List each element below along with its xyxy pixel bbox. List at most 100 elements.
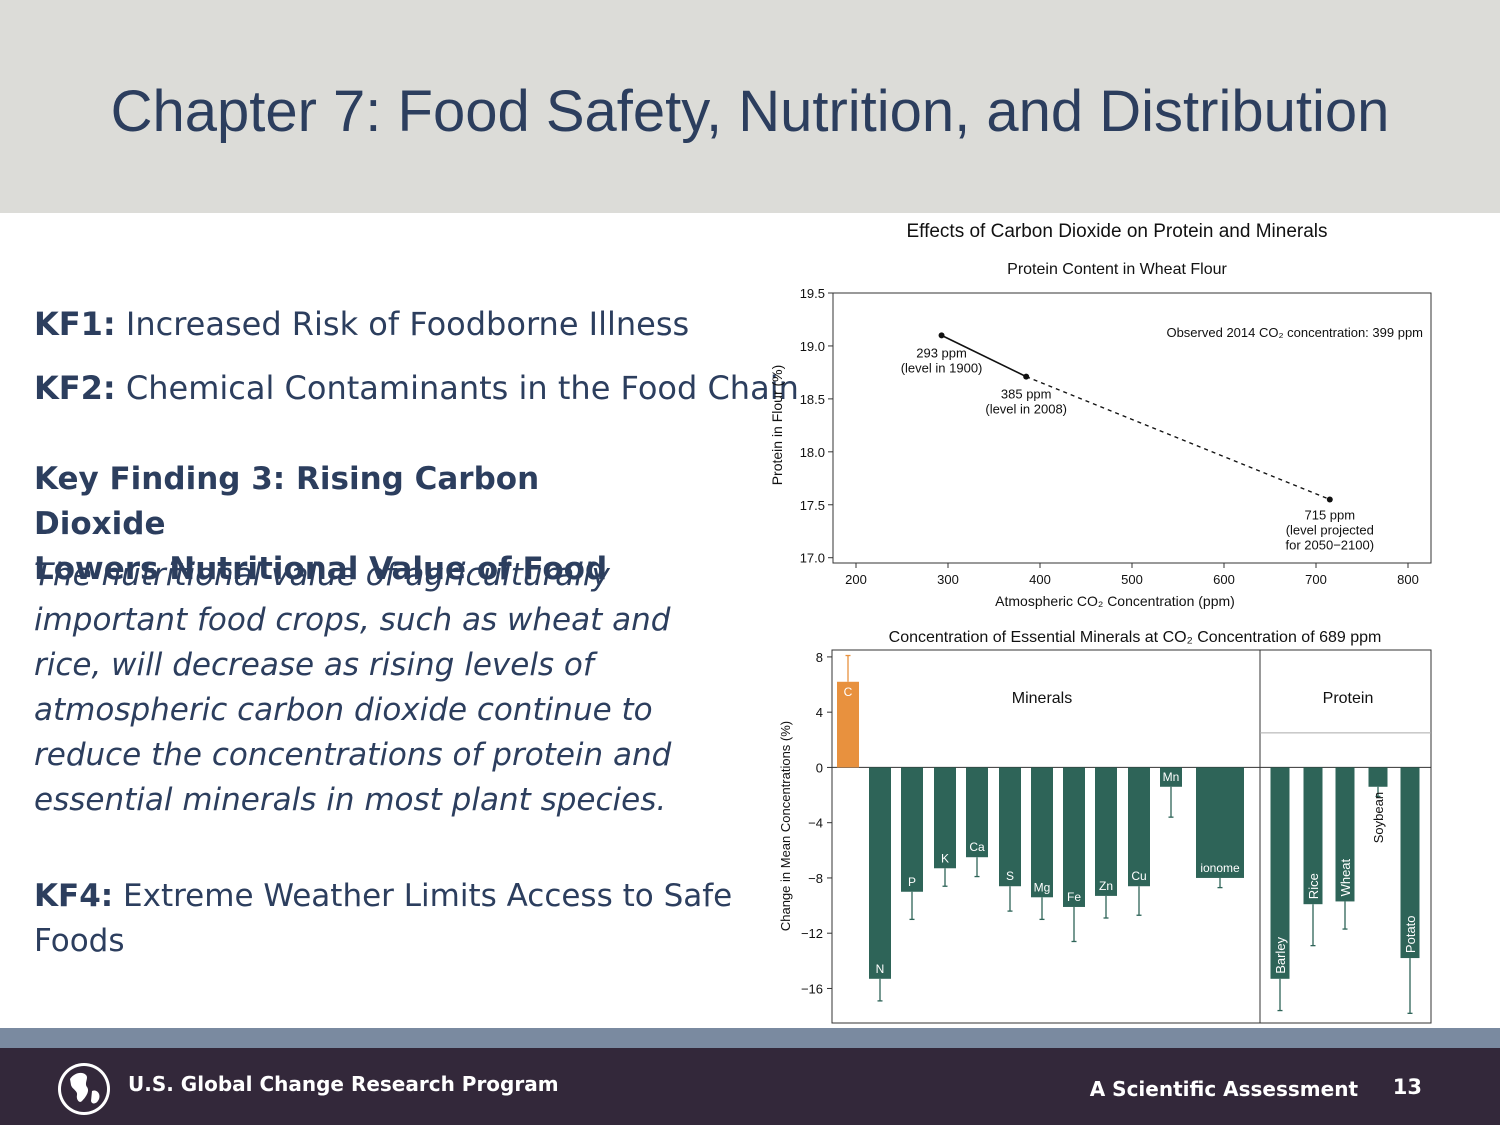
footer-bar: [0, 1048, 1500, 1125]
bar-barley: [1270, 767, 1290, 979]
bar-y-tick-label: 0: [816, 760, 823, 775]
scatter-y-tick-label: 19.0: [800, 339, 825, 354]
bar-label-barley: Barley: [1273, 936, 1288, 973]
group-label-minerals: Minerals: [1012, 690, 1072, 707]
scatter-point-label: 293 ppm: [916, 345, 967, 360]
bar-y-tick-label: 4: [816, 705, 823, 720]
kf3-heading-line2: Lowers Nutritional Value of Food: [34, 551, 608, 587]
bar-y-tick-label: −4: [808, 816, 823, 831]
scatter-x-tick-label: 300: [937, 572, 959, 587]
bar-n: [869, 767, 891, 979]
kf1-label: KF1:: [34, 305, 116, 343]
scatter-x-tick-label: 600: [1213, 572, 1235, 587]
bar-p: [901, 767, 923, 892]
bar-label-ca: Ca: [969, 840, 985, 854]
scatter-x-tick-label: 700: [1305, 572, 1327, 587]
bar-label-s: S: [1006, 869, 1014, 883]
bar-label-mn: Mn: [1163, 770, 1180, 784]
bar-label-potato: Potato: [1403, 915, 1418, 953]
bar-y-tick-label: −8: [808, 871, 823, 886]
bar-label-n: N: [876, 962, 885, 976]
scatter-point-label: (level in 1900): [901, 360, 983, 375]
bar-potato: [1400, 767, 1420, 959]
bar-title: Concentration of Essential Minerals at C…: [889, 629, 1382, 646]
kf4-label: KF4:: [34, 878, 114, 914]
bar-plot-frame: [831, 649, 1432, 1024]
group-label-protein: Protein: [1323, 690, 1374, 707]
title-banner: [0, 0, 1500, 213]
key-finding-1: KF1: Increased Risk of Foodborne Illness: [34, 305, 689, 343]
scatter-point-label: for 2050−2100): [1286, 537, 1375, 552]
scatter-y-tick-label: 17.0: [800, 551, 825, 566]
scatter-point: [1023, 373, 1030, 380]
bar-label-zn: Zn: [1099, 879, 1113, 893]
figure-title: Effects of Carbon Dioxide on Protein and…: [906, 221, 1327, 242]
bar-cu: [1128, 767, 1150, 887]
bar-label-wheat: Wheat: [1338, 858, 1353, 896]
footer-stripe: [0, 1028, 1500, 1048]
scatter-point-label: 385 ppm: [1001, 387, 1052, 402]
scatter-title: Protein Content in Wheat Flour: [1007, 261, 1227, 278]
bar-y-axis-label: Change in Mean Concentrations (%): [778, 721, 793, 931]
bars: C N P K Ca S Mg Fe Zn Cu Mn ionome Barley Rice Wheat So…: [837, 654, 1420, 1014]
co2-effects-figure: Effects of Carbon Dioxide on Protein and…: [769, 221, 1432, 1024]
footer-org-name: U.S. Global Change Research Program: [128, 1072, 559, 1096]
bar-label-soybean: Soybean: [1371, 792, 1386, 843]
bar-label-k: K: [941, 851, 949, 865]
bar-ca: [966, 767, 988, 858]
bar-fe: [1063, 767, 1085, 907]
scatter-y-ticks: 17.0 17.5 18.0 18.5 19.0 19.5: [800, 286, 833, 566]
scatter-y-tick-label: 18.0: [800, 445, 825, 460]
kf4-text: Extreme Weather Limits Access to Safe Fo…: [34, 878, 733, 959]
kf2-text: Chemical Contaminants in the Food Chain: [125, 369, 799, 407]
bar-label-cu: Cu: [1131, 869, 1146, 883]
bar-label-fe: Fe: [1067, 890, 1081, 904]
scatter-point-label: (level in 2008): [985, 402, 1067, 417]
bar-label-rice: Rice: [1306, 873, 1321, 899]
scatter-point: [938, 332, 945, 339]
key-finding-4: KF4: Extreme Weather Limits Access to Sa…: [34, 874, 734, 964]
kf2-label: KF2:: [34, 369, 116, 407]
scatter-point-label: 715 ppm: [1305, 507, 1356, 522]
bar-k: [934, 767, 956, 869]
slide-title: Chapter 7: Food Safety, Nutrition, and D…: [110, 79, 1390, 144]
minerals-bar-chart: Concentration of Essential Minerals at C…: [778, 629, 1432, 1024]
scatter-x-tick-label: 800: [1397, 572, 1419, 587]
bar-label-c: C: [844, 685, 853, 699]
bar-wheat: [1335, 767, 1355, 902]
scatter-y-axis-label: Protein in Flour (%): [769, 365, 785, 486]
observed-co2-annotation: Observed 2014 CO₂ concentration: 399 ppm: [1166, 325, 1423, 340]
scatter-x-tick-label: 200: [845, 572, 867, 587]
bar-c: [837, 681, 859, 768]
bar-s: [999, 767, 1021, 887]
protein-scatter-chart: Protein Content in Wheat Flour 17.017.51…: [769, 261, 1432, 609]
bar-rice: [1303, 767, 1323, 905]
bar-label-mg: Mg: [1034, 880, 1051, 894]
bar-mn: [1160, 767, 1182, 787]
scatter-x-axis-label: Atmospheric CO₂ Concentration (ppm): [995, 593, 1235, 609]
scatter-y-tick-label: 19.5: [800, 286, 825, 301]
scatter-point-label: (level projected: [1286, 522, 1374, 537]
solid-trend-line: [941, 334, 1027, 378]
bar-zn: [1095, 767, 1117, 896]
scatter-x-ticks: 200 300 400 500 600 700 800: [845, 563, 1419, 587]
bar-label-ionome: ionome: [1200, 861, 1240, 875]
bar-y-tick-label: −16: [801, 981, 823, 996]
bar-y-tick-label: 8: [816, 650, 823, 665]
kf3-heading-line1: Key Finding 3: Rising Carbon Dioxide: [34, 461, 540, 542]
key-finding-2: KF2: Chemical Contaminants in the Food C…: [34, 369, 799, 407]
scatter-y-tick-label: 18.5: [800, 392, 825, 407]
page-number: 13: [1392, 1075, 1422, 1099]
scatter-x-tick-label: 500: [1121, 572, 1143, 587]
globe-icon: [58, 1063, 110, 1115]
bar-y-tick-label: −12: [801, 926, 823, 941]
scatter-point: [1326, 496, 1333, 503]
scatter-points: 293 ppm(level in 1900) 385 ppm(level in 2…: [901, 332, 1374, 552]
footer-tagline: A Scientific Assessment: [1089, 1077, 1358, 1101]
bar-mg: [1031, 767, 1053, 898]
scatter-x-tick-label: 400: [1029, 572, 1051, 587]
bar-label-p: P: [908, 875, 916, 889]
projected-trend-line: [1025, 375, 1331, 501]
bar-ionome: [1196, 767, 1244, 878]
key-finding-3-body: The nutritional value of agriculturally …: [34, 557, 672, 818]
